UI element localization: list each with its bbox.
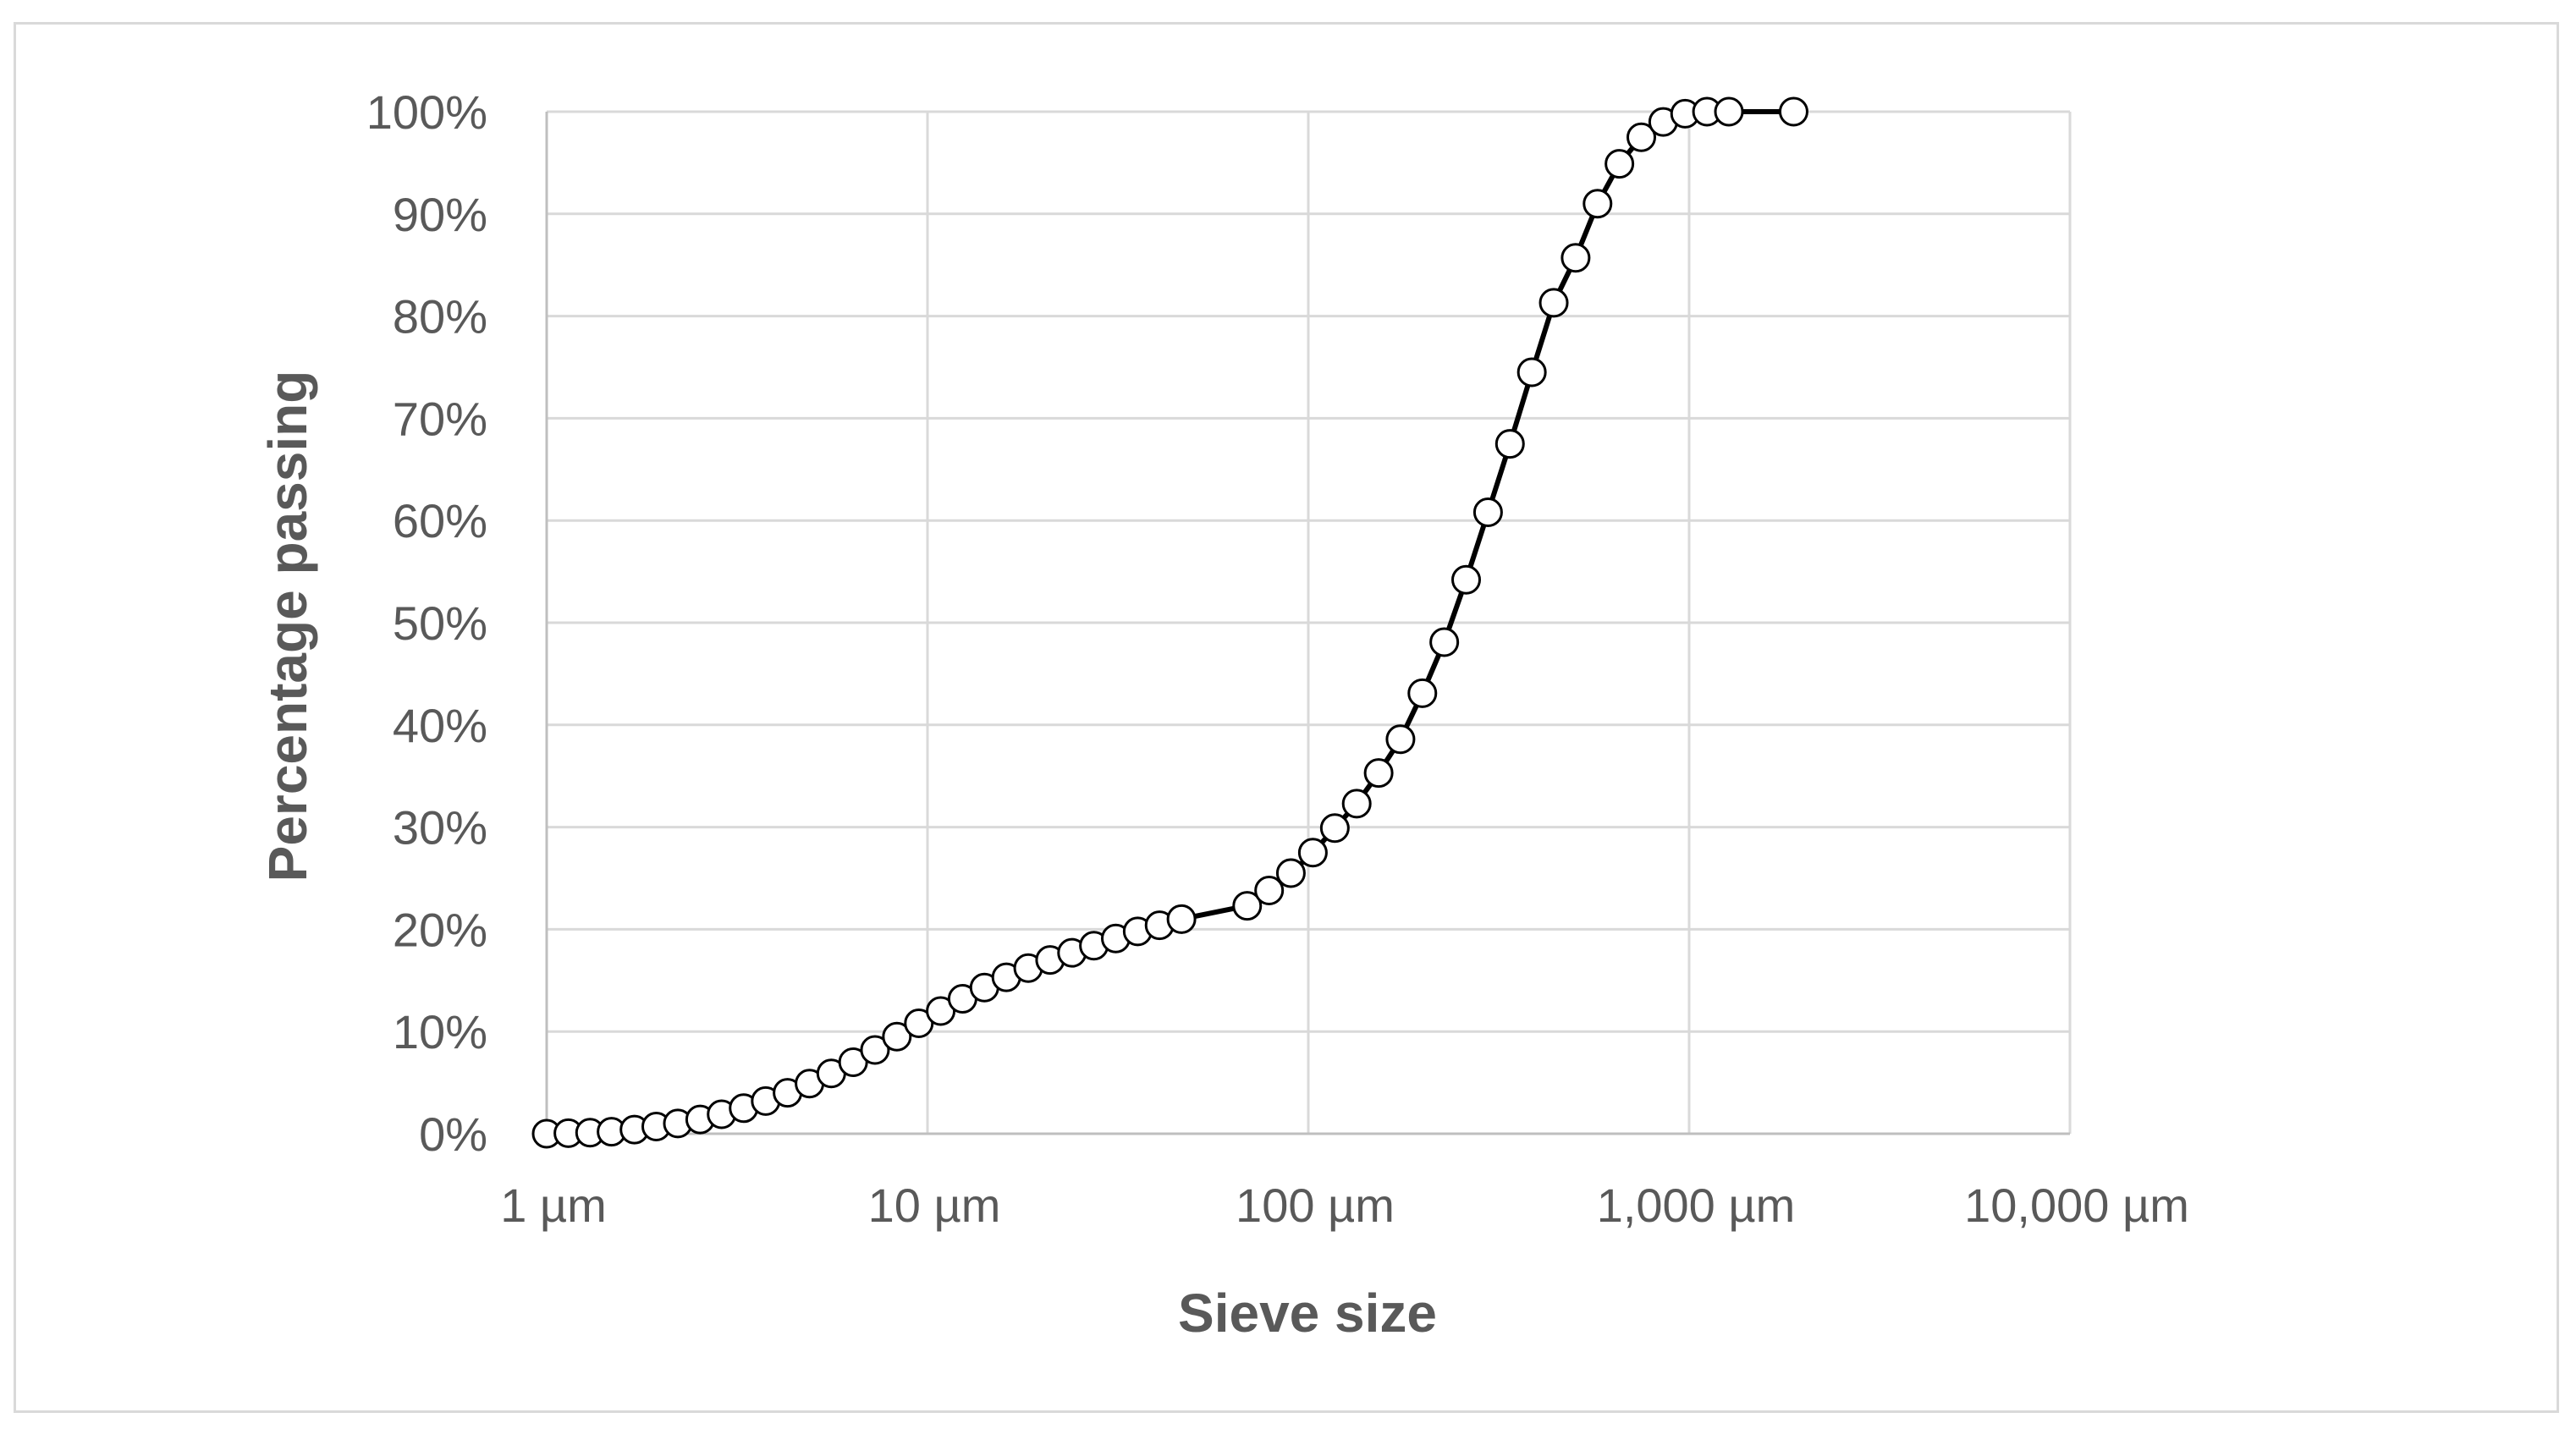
data-point: [1714, 96, 1744, 127]
data-point: [1363, 758, 1394, 789]
y-tick-label: 10%: [393, 1005, 487, 1058]
axes: [545, 112, 2070, 1135]
gridlines: [547, 110, 2072, 1134]
data-point: [1582, 189, 1613, 219]
data-point: [1778, 96, 1808, 127]
x-tick-label: 10 µm: [868, 1179, 1001, 1232]
data-point: [1472, 497, 1503, 528]
data-point: [1254, 875, 1285, 905]
data-point: [904, 1009, 934, 1039]
data-point: [1275, 858, 1306, 888]
data-point: [1451, 564, 1482, 595]
y-tick-label: 20%: [393, 903, 487, 956]
data-point: [1604, 149, 1635, 179]
data-point: [1516, 357, 1547, 387]
data-point: [926, 996, 956, 1026]
y-tick-label: 50%: [393, 596, 487, 650]
y-tick-label: 80%: [393, 290, 487, 344]
data-point: [1166, 904, 1197, 934]
y-tick-label: 90%: [393, 188, 487, 241]
data-point: [1297, 838, 1328, 868]
data-point: [882, 1021, 912, 1052]
y-tick-label: 40%: [393, 699, 487, 752]
y-tick-label: 100%: [366, 85, 487, 139]
x-tick-label: 10,000 µm: [1964, 1179, 2189, 1232]
x-tick-labels: 1 µm 10 µm 100 µm 1,000 µm 10,000 µm: [500, 1179, 2189, 1232]
x-tick-label: 1 µm: [500, 1179, 607, 1232]
data-point: [1560, 243, 1591, 273]
x-axis-title: Sieve size: [1178, 1283, 1437, 1344]
y-tick-labels: 0% 10% 20% 30% 40% 50% 60% 70% 80% 90% 100%: [366, 85, 487, 1161]
data-point: [1538, 288, 1569, 318]
data-points: [531, 96, 1808, 1149]
data-point: [1407, 678, 1438, 708]
data-point: [1232, 891, 1263, 921]
y-axis-title: Percentage passing: [257, 371, 318, 882]
data-point: [1627, 122, 1657, 152]
x-tick-label: 100 µm: [1236, 1179, 1395, 1232]
data-point: [1494, 429, 1525, 459]
y-tick-label: 60%: [393, 494, 487, 547]
y-tick-label: 0%: [419, 1107, 487, 1161]
data-point: [860, 1035, 890, 1065]
data-point: [1319, 813, 1350, 844]
chart-frame: [14, 22, 2559, 1413]
data-point: [1341, 789, 1372, 819]
data-point: [1429, 627, 1460, 657]
y-tick-label: 30%: [393, 801, 487, 855]
data-point: [1385, 724, 1416, 755]
y-tick-label: 70%: [393, 392, 487, 445]
x-tick-label: 1,000 µm: [1597, 1179, 1796, 1232]
